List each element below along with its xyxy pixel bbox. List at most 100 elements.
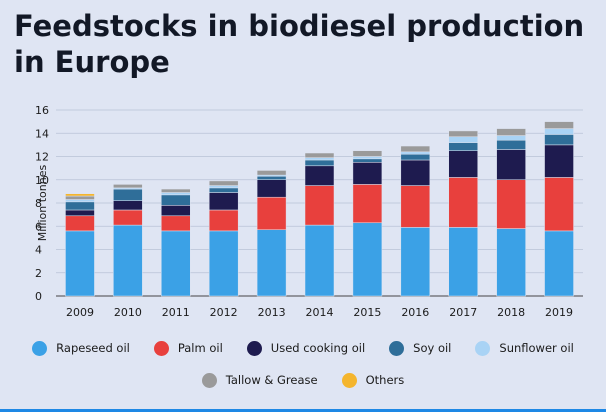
bar-segment [400,227,431,297]
bar-segment [65,230,95,297]
x-tick-label: 2017 [449,306,477,319]
legend-label: Rapeseed oil [56,341,130,355]
legend-label: Palm oil [177,341,223,355]
legend-label: Soy oil [413,341,452,355]
bar-segment [352,158,383,163]
bar-segment [65,209,95,217]
bar-segment [496,139,526,150]
bar-segment [544,128,574,135]
bar-segment [352,162,383,185]
y-tick-label: 16 [35,104,49,117]
bar-segment [113,200,143,211]
legend-item: Soy oil [389,340,452,356]
x-tick-label: 2019 [545,306,573,319]
bar-segment [161,192,191,196]
legend-swatch [246,340,262,356]
bar-segment [496,128,526,136]
bar-segment [448,227,478,297]
bar-segment [256,170,287,176]
bar-segment [304,157,335,161]
x-tick-label: 2015 [353,306,381,319]
bar-segment [113,224,143,297]
bar-segment [208,209,239,232]
bar-segment [304,159,335,167]
bar-segment [304,152,335,158]
y-tick-label: 12 [35,151,49,164]
bar-segment [448,142,478,151]
bar-segment [544,230,574,297]
legend-label: Tallow & Grease [225,373,318,387]
legend-row-1: Rapeseed oil Palm oil Used cooking oil Soy … [0,338,606,358]
bar-segment [113,209,143,226]
legend-swatch [341,372,357,388]
bar-segment [304,185,335,226]
legend-swatch [475,340,491,356]
bar-segment [256,229,287,297]
y-tick-label: 8 [35,197,42,210]
x-tick-label: 2011 [162,306,190,319]
bar-segment [65,215,95,232]
bar-segment [544,177,574,232]
legend-label: Used cooking oil [270,341,366,355]
bar-segment [544,121,574,129]
legend-swatch [389,340,405,356]
bar-segment [65,201,95,211]
bar-segment [496,179,526,229]
bar-segment [544,144,574,178]
bar-segment [208,230,239,297]
bar-segment [496,135,526,141]
bar-segment [161,230,191,297]
x-tick-label: 2012 [210,306,238,319]
x-tick-label: 2014 [306,306,334,319]
legend-swatch [153,340,169,356]
bar-segment [448,130,478,137]
legend-item: Rapeseed oil [32,340,130,356]
bar-segment [448,150,478,178]
y-tick-label: 14 [35,127,49,140]
x-tick-label: 2010 [114,306,142,319]
bar-segment [400,185,431,228]
bar-segment [208,180,239,186]
bar-segment [161,205,191,217]
legend-label: Others [365,373,405,387]
bar-segment [256,179,287,198]
stacked-bar-chart: 0 2 4 6 8 10 12 14 16 Million tonnes 2009 2010 2011 2… [35,104,583,319]
bar-segment [400,159,431,186]
bar-segment [113,184,143,189]
y-tick-label: 0 [35,290,42,303]
legend-swatch [32,340,48,356]
bar-segment [208,185,239,189]
bar-segment [161,215,191,232]
bar-segment [400,151,431,155]
bar-segment [256,196,287,230]
legend: Rapeseed oil Palm oil Used cooking oil Soy … [0,338,606,402]
bar-segment [448,136,478,143]
bar-segment [352,150,383,157]
y-tick-label: 2 [35,267,42,280]
bar-segment [65,195,95,200]
legend-item: Others [341,372,405,388]
bar-segment [161,194,191,206]
bar-segment [544,134,574,146]
bar-segment [304,224,335,297]
bar-segment [352,156,383,160]
bar-segment [65,199,95,203]
bar-segment [352,184,383,224]
bar-segment [208,187,239,193]
bar-segment [113,188,143,201]
bar-segment [496,228,526,297]
x-tick-label: 2013 [258,306,286,319]
x-tick-label: 2018 [497,306,525,319]
legend-item: Used cooking oil [246,340,366,356]
y-tick-label: 6 [35,220,42,233]
legend-row-2: Tallow & Grease Others [0,370,606,390]
legend-swatch [201,372,217,388]
bar-segment [65,193,95,197]
y-tick-label: 4 [35,244,42,257]
bar-segment [448,177,478,228]
legend-item: Palm oil [153,340,223,356]
legend-item: Tallow & Grease [201,372,318,388]
bar-segment [304,165,335,186]
bar-segment [256,176,287,180]
